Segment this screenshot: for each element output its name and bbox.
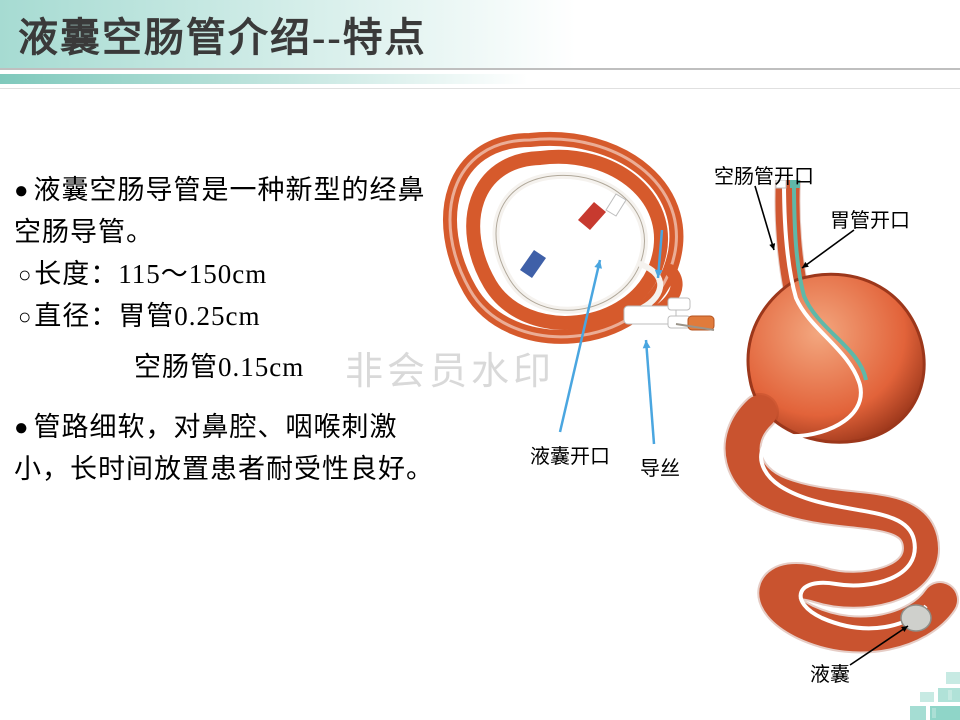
bullet-1-sub-1: 长度：115～150cm [18,259,267,289]
slide-content: 非会员水印 液囊空肠导管是一种新型的经鼻空肠导管。 长度：115～150cm 直… [0,110,960,720]
title-bar: 液囊空肠管介绍--特点 [0,0,960,68]
text-column: 液囊空肠导管是一种新型的经鼻空肠导管。 长度：115～150cm 直径：胃管0.… [14,170,434,505]
bullet-1: 液囊空肠导管是一种新型的经鼻空肠导管。 长度：115～150cm 直径：胃管0.… [14,170,434,389]
label-balloon-opening: 液囊开口 [530,440,610,469]
bullet-1-sub-2: 直径：胃管0.25cm [18,301,261,331]
slide-title: 液囊空肠管介绍--特点 [18,5,427,63]
bullet-lead-1: 液囊空肠导管是一种新型的经鼻空肠导管。 [14,175,426,247]
label-balloon: 液囊 [810,658,850,687]
tube-coil-illustration [410,100,730,380]
bullet-1-extra: 空肠管0.15cm [14,347,434,389]
corner-decoration [860,620,960,720]
label-gastric-opening: 胃管开口 [830,204,910,233]
label-jejunal-opening: 空肠管开口 [714,160,814,189]
bullet-lead-2: 管路细软，对鼻腔、咽喉刺激小，长时间放置患者耐受性良好。 [14,412,434,484]
label-guidewire: 导丝 [640,452,680,481]
bullet-2: 管路细软，对鼻腔、咽喉刺激小，长时间放置患者耐受性良好。 [14,407,434,491]
title-separator [0,68,960,88]
